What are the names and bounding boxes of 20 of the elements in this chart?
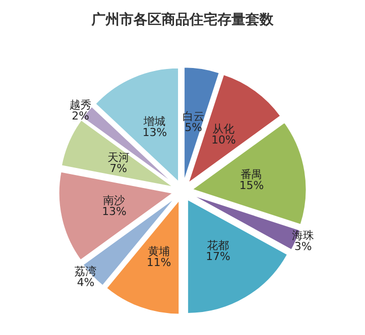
data-label: 3% (294, 240, 312, 253)
data-label: 7% (110, 162, 128, 176)
data-label: 2% (72, 110, 90, 123)
slice-label: 从化 (212, 122, 235, 136)
slice-label: 天河 (107, 151, 130, 164)
data-label: 13% (102, 205, 126, 218)
data-label: 5% (184, 120, 202, 134)
chart-title: 广州市各区商品住宅存量套数 (90, 11, 274, 28)
data-label: 17% (206, 250, 230, 264)
slice-label: 越秀 (69, 98, 92, 112)
slice-label: 增城 (142, 114, 166, 128)
data-label: 11% (146, 256, 172, 269)
data-label: 13% (142, 126, 167, 139)
data-label: 4% (76, 276, 94, 290)
data-label: 15% (239, 179, 264, 192)
slice-label: 黄埔 (148, 244, 170, 258)
slice-label: 花都 (207, 239, 230, 252)
data-label: 10% (211, 133, 236, 146)
slice-label: 南沙 (103, 194, 126, 208)
slice-label: 番禺 (240, 168, 263, 182)
